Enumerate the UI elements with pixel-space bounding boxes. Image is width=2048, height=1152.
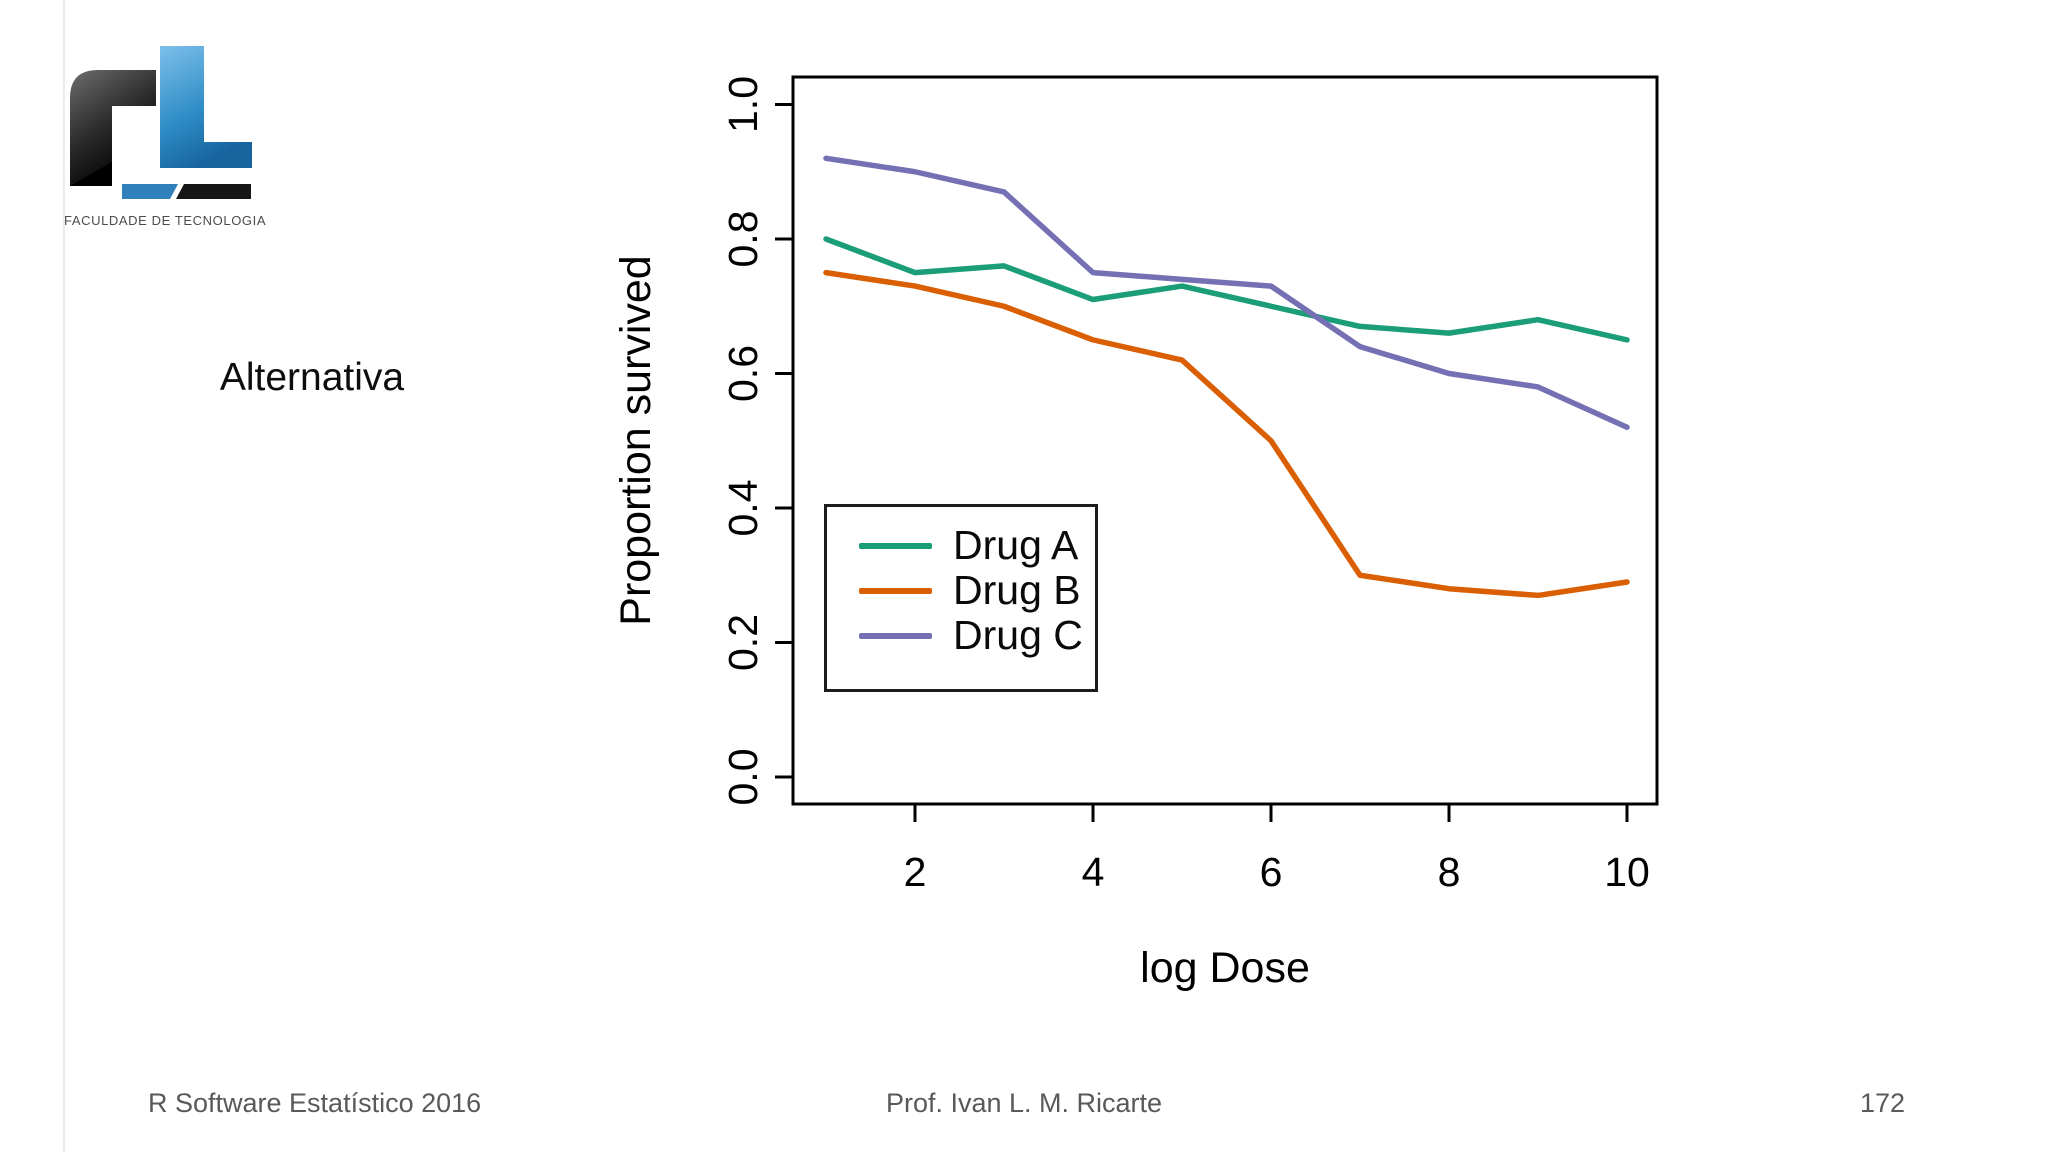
ft-logo-icon <box>70 46 252 199</box>
legend-line-swatch-drug-a <box>859 542 932 549</box>
x-tick-label: 2 <box>904 849 927 895</box>
x-tick-label: 10 <box>1604 849 1650 895</box>
series-line-drug-c <box>823 155 1630 431</box>
y-tick-label: 0.6 <box>720 345 766 402</box>
footer-course-name: R Software Estatístico 2016 <box>148 1088 482 1118</box>
legend-row-drug-b: Drug B <box>859 568 1095 613</box>
slide-title: Alternativa <box>219 356 405 399</box>
x-axis-title: log Dose <box>1140 944 1310 992</box>
legend-label-drug-a: Drug A <box>953 522 1079 568</box>
y-tick-label: 0.2 <box>720 614 766 671</box>
footer-author: Prof. Ivan L. M. Ricarte <box>885 1088 1163 1118</box>
faculty-logo: FACULDADE DE TECNOLOGIA <box>64 36 267 228</box>
series-line-drug-b <box>823 269 1630 599</box>
y-axis-title: Proportion survived <box>612 255 660 625</box>
legend-line-swatch-drug-b <box>859 587 932 594</box>
x-tick-label: 4 <box>1082 849 1105 895</box>
legend-row-drug-a: Drug A <box>859 523 1095 568</box>
y-tick-label: 0.4 <box>720 480 766 537</box>
y-tick-label: 0.8 <box>720 211 766 268</box>
slide-edge-divider <box>63 0 65 1152</box>
footer-page-number: 172 <box>1859 1088 1905 1118</box>
x-tick-label: 6 <box>1260 849 1283 895</box>
legend-label-drug-b: Drug B <box>953 567 1081 613</box>
x-tick-label: 8 <box>1438 849 1461 895</box>
slide-footer: R Software Estatístico 2016 Prof. Ivan L… <box>0 1088 2048 1128</box>
series-line-drug-a <box>823 236 1630 343</box>
plot-box <box>791 75 1659 806</box>
y-tick-label: 0.0 <box>720 749 766 806</box>
legend-row-drug-c: Drug C <box>859 613 1095 658</box>
y-tick-label: 1.0 <box>720 76 766 133</box>
legend-line-swatch-drug-c <box>859 632 932 639</box>
chart-legend: Drug A Drug B Drug C <box>824 504 1098 692</box>
legend-label-drug-c: Drug C <box>953 612 1083 658</box>
logo-brand-text: FACULDADE DE TECNOLOGIA <box>64 213 267 228</box>
